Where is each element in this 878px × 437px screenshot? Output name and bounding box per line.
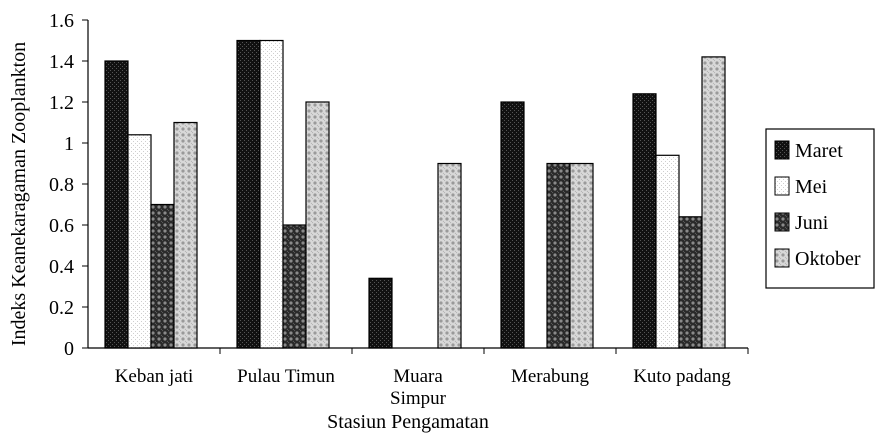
legend-swatch-mei [774, 176, 790, 196]
legend-swatch-maret [774, 140, 790, 160]
y-tick-label: 1.2 [49, 92, 74, 114]
bar-mei-4 [655, 154, 680, 349]
x-category-label: Keban jati [115, 366, 194, 387]
x-category-label: Pulau Timun [237, 366, 335, 387]
y-tick-label: 1 [64, 133, 74, 155]
y-tick-label: 0.6 [49, 215, 74, 237]
y-tick-label: 0.4 [49, 256, 74, 278]
y-axis-ticks: 0 0.2 0.4 0.6 0.8 1 1.2 1.4 1.6 [49, 10, 88, 360]
bar-oktober-1 [305, 101, 330, 349]
bar-oktober-3 [569, 162, 594, 349]
bar-oktober-4 [701, 56, 726, 349]
bar-maret-4 [632, 93, 657, 349]
legend-swatch-juni [774, 212, 790, 232]
y-tick-label: 1.6 [49, 10, 74, 32]
x-category-label: Simpur [390, 388, 447, 409]
x-category-label: Merabung [511, 366, 590, 387]
bar-juni-0 [150, 203, 175, 349]
y-tick-label: 1.4 [49, 51, 74, 73]
legend-label-oktober: Oktober [795, 248, 861, 270]
y-tick-label: 0.8 [49, 174, 74, 196]
legend-swatch-oktober [774, 248, 790, 268]
x-axis-title: Stasiun Pengamatan [327, 411, 489, 433]
bar-mei-0 [127, 134, 152, 349]
x-category-label: Kuto padang [633, 366, 731, 387]
y-tick-label: 0.2 [49, 297, 74, 319]
bar-maret-3 [500, 101, 525, 349]
legend-label-maret: Maret [795, 140, 843, 162]
bar-mei-1 [259, 39, 284, 349]
bars [104, 39, 726, 349]
bar-oktober-0 [173, 121, 198, 349]
bar-maret-0 [104, 60, 129, 349]
bar-juni-3 [546, 162, 571, 349]
bar-maret-2 [368, 277, 393, 349]
legend-label-juni: Juni [795, 212, 829, 234]
y-tick-label: 0 [64, 338, 74, 360]
x-category-label: Muara [393, 366, 443, 387]
bar-juni-4 [678, 216, 703, 349]
legend: Maret Mei Juni Oktober [765, 128, 875, 289]
bar-oktober-2 [437, 162, 462, 349]
bar-juni-1 [282, 224, 307, 349]
y-axis-title: Indeks Keanekaragaman Zooplankton [8, 42, 30, 346]
bar-maret-1 [236, 39, 261, 349]
legend-label-mei: Mei [795, 176, 828, 198]
